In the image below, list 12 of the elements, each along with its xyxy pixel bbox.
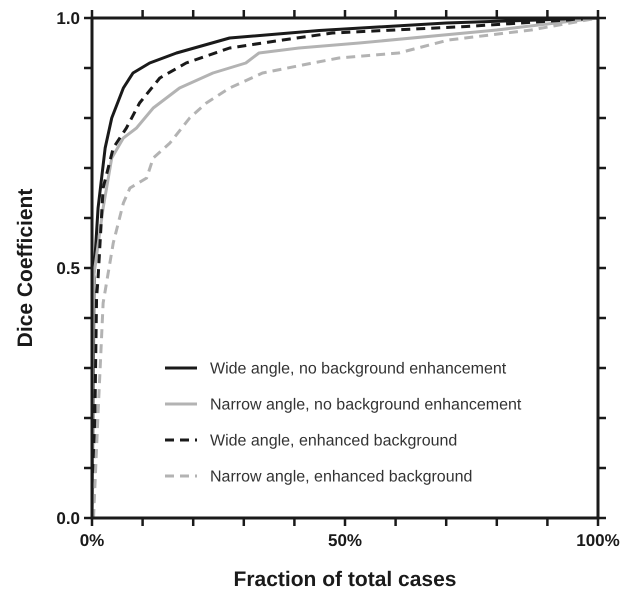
x-tick-label: 100%: [576, 531, 620, 550]
legend-label: Narrow angle, no background enhancement: [210, 396, 522, 414]
y-tick-label: 0.0: [56, 508, 80, 528]
legend-label: Wide angle, enhanced background: [210, 432, 458, 450]
legend-label: Wide angle, no background enhancement: [210, 360, 507, 378]
y-tick-label: 1.0: [56, 8, 80, 28]
x-tick-label: 50%: [328, 531, 362, 550]
y-tick-label: 0.5: [56, 258, 80, 278]
x-axis-title: Fraction of total cases: [234, 568, 456, 591]
y-axis-title: Dice Coefficient: [14, 188, 37, 348]
x-tick-label: 0%: [80, 531, 104, 550]
legend-label: Narrow angle, enhanced background: [210, 468, 472, 486]
